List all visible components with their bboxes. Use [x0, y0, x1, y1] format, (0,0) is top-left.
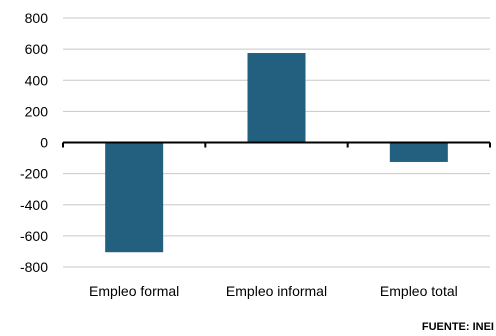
bar [247, 53, 306, 143]
category-label: Empleo formal [89, 283, 179, 299]
y-tick-label: 200 [25, 103, 49, 119]
zero-axis [62, 141, 491, 148]
y-tick-label: 600 [25, 41, 49, 57]
y-tick-label: 800 [25, 10, 49, 26]
y-tick-label: 400 [25, 72, 49, 88]
source-note: FUENTE: INEI [422, 321, 494, 333]
y-tick-label: -600 [20, 228, 48, 244]
bar [105, 142, 164, 253]
category-label: Empleo informal [226, 283, 327, 299]
category-label: Empleo total [380, 283, 458, 299]
bars [105, 53, 448, 253]
y-tick-label: 0 [40, 135, 48, 151]
y-tick-label: -400 [20, 197, 48, 213]
bar [389, 142, 448, 162]
category-labels: Empleo formal Empleo informal Empleo total [89, 283, 458, 299]
y-tick-label: -800 [20, 259, 48, 275]
y-tick-label: -200 [20, 166, 48, 182]
y-axis-tick-labels: 800 600 400 200 0 -200 -400 -600 -800 [20, 10, 48, 275]
